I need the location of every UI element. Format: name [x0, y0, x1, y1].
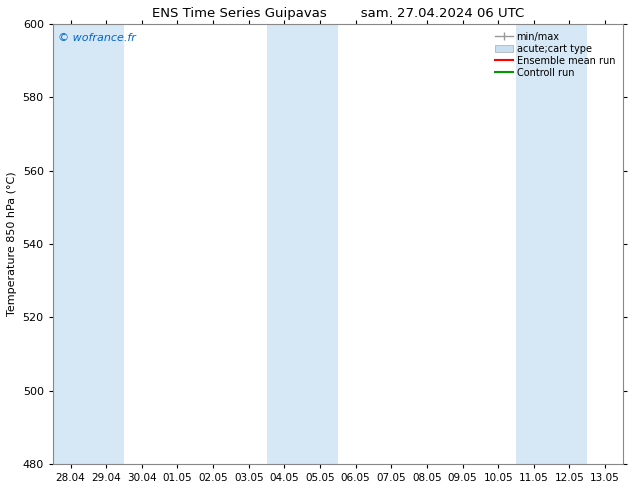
Bar [53, 24, 124, 464]
Title: ENS Time Series Guipavas        sam. 27.04.2024 06 UTC: ENS Time Series Guipavas sam. 27.04.2024… [152, 7, 524, 20]
Bar [516, 24, 587, 464]
Legend: min/max, acute;cart type, Ensemble mean run, Controll run: min/max, acute;cart type, Ensemble mean … [493, 29, 618, 80]
Y-axis label: Temperature 850 hPa (°C): Temperature 850 hPa (°C) [7, 172, 17, 316]
Bar [266, 24, 338, 464]
Text: © wofrance.fr: © wofrance.fr [58, 33, 136, 43]
